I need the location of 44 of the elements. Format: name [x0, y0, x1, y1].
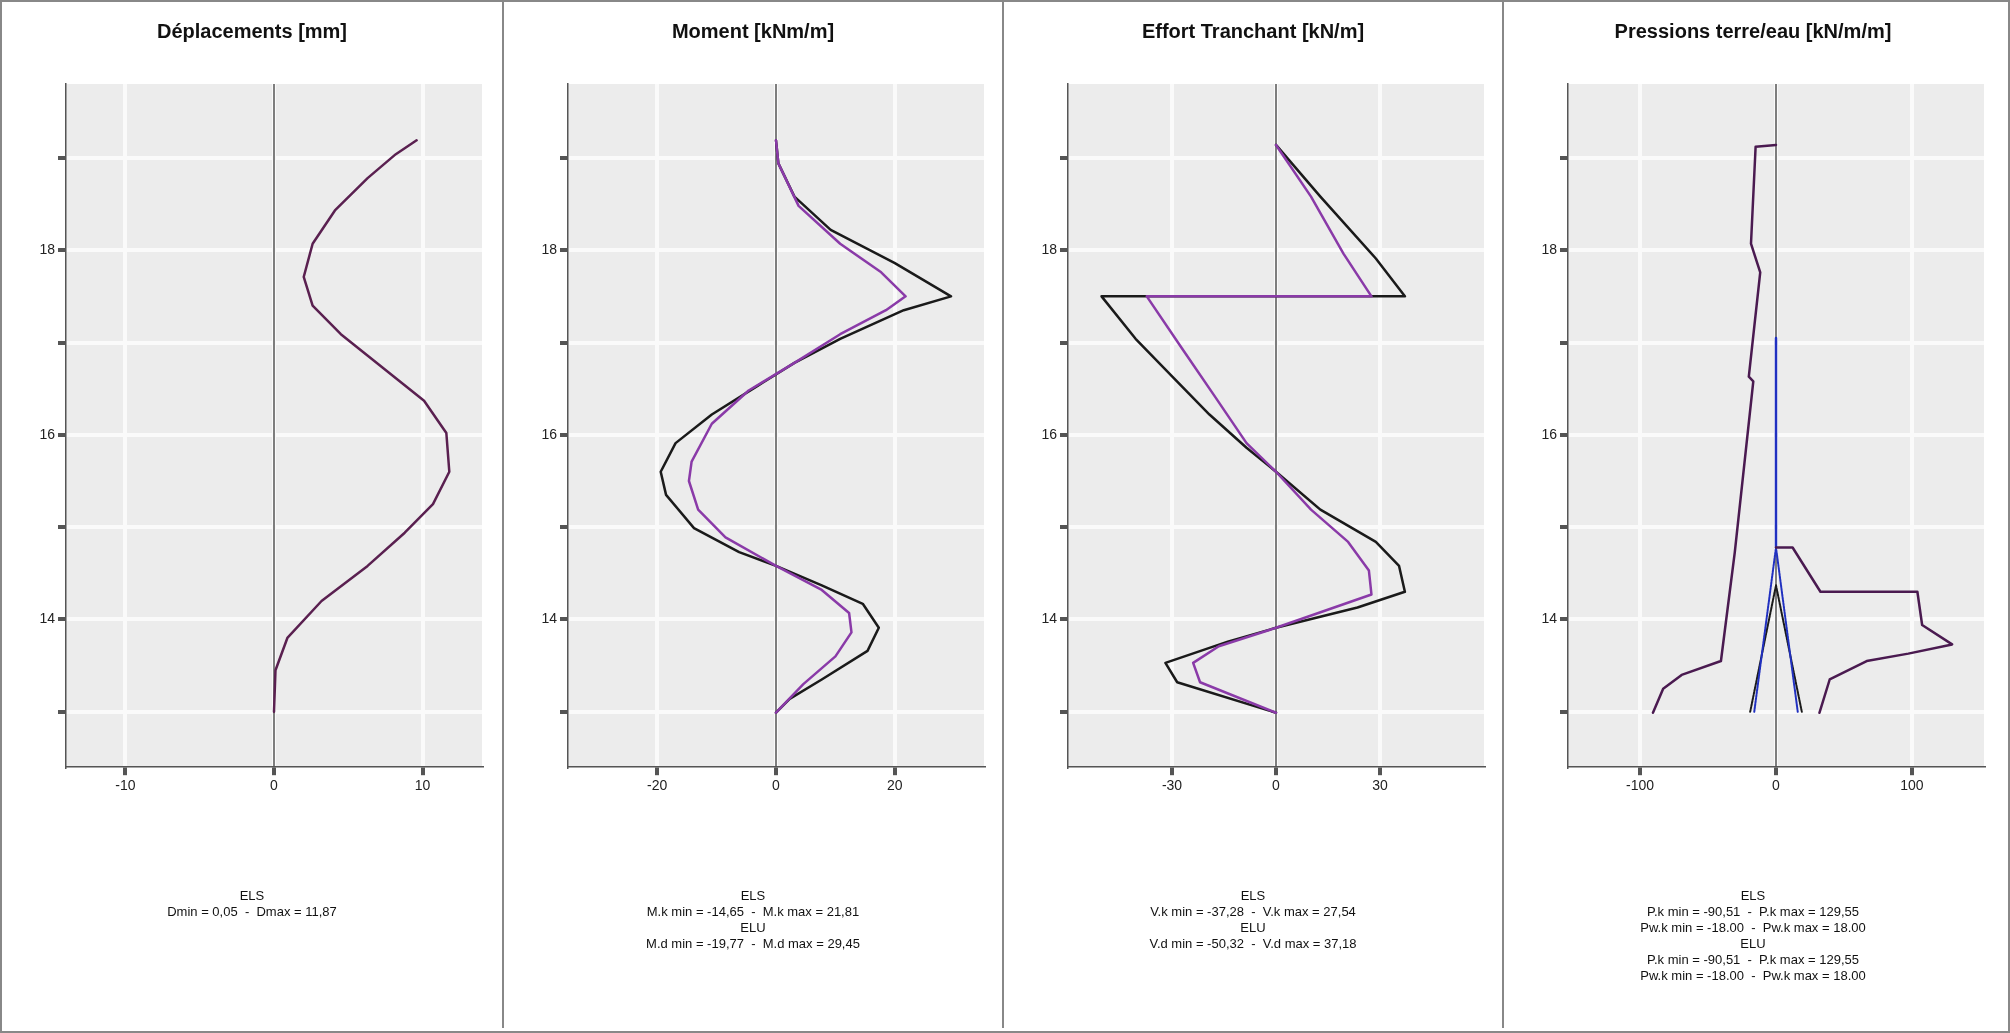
y-tick-label: 18 [1541, 241, 1558, 258]
y-tick-label: 18 [1041, 241, 1058, 258]
x-tick-label: 30 [1372, 777, 1388, 794]
y-tick-label: 16 [39, 425, 56, 442]
text: ELS [1739, 888, 1767, 904]
text: ELU [1739, 936, 1767, 952]
x-tick-label: -20 [647, 777, 668, 794]
text: M.k min = -14,65 - M.k max = 21,81 [645, 904, 861, 920]
y-tick-label: 16 [541, 425, 558, 442]
x-tick-label: 0 [1772, 777, 1781, 794]
chart-title: Pressions terre/eau [kN/m/m] [1613, 19, 1893, 44]
y-tick-label: 14 [541, 610, 558, 627]
y-tick-label: 14 [1541, 610, 1558, 627]
text: V.k min = -37,28 - V.k max = 27,54 [1149, 904, 1357, 920]
x-tick-label: -30 [1161, 777, 1183, 794]
text: Pw.k min = -18.00 - Pw.k max = 18.00 [1639, 968, 1867, 984]
y-tick-label: 18 [39, 241, 56, 258]
x-tick-label: 0 [1272, 777, 1281, 794]
text: P.k min = -90,51 - P.k max = 129,55 [1646, 904, 1860, 920]
text: V.d min = -50,32 - V.d max = 37,18 [1148, 936, 1358, 952]
chart-title: Déplacements [mm] [155, 19, 349, 44]
text: ELU [1239, 920, 1267, 936]
text: ELU [739, 920, 767, 936]
y-tick-label: 16 [1541, 425, 1558, 442]
y-tick-label: 14 [39, 610, 56, 627]
x-tick-label: -10 [115, 777, 136, 794]
x-tick-label: 100 [1900, 777, 1924, 794]
text: Pw.k min = -18.00 - Pw.k max = 18.00 [1639, 920, 1867, 936]
chart-title: Moment [kNm/m] [670, 19, 836, 44]
x-tick-label: 20 [887, 777, 903, 794]
chart-title: Effort Tranchant [kN/m] [1140, 19, 1366, 44]
x-tick-label: 10 [414, 777, 431, 794]
text: ELS [739, 888, 767, 904]
text: M.d min = -19,77 - M.d max = 29,45 [645, 936, 861, 952]
text: ELS [238, 888, 266, 904]
text: ELS [1239, 888, 1267, 904]
text: P.k min = -90,51 - P.k max = 129,55 [1646, 952, 1860, 968]
y-tick-label: 18 [541, 241, 558, 258]
y-tick-label: 14 [1041, 610, 1058, 627]
y-tick-label: 16 [1041, 425, 1058, 442]
x-tick-label: -100 [1626, 777, 1655, 794]
text: Dmin = 0,05 - Dmax = 11,87 [166, 904, 338, 920]
x-tick-label: 0 [270, 777, 279, 794]
x-tick-label: 0 [772, 777, 781, 794]
